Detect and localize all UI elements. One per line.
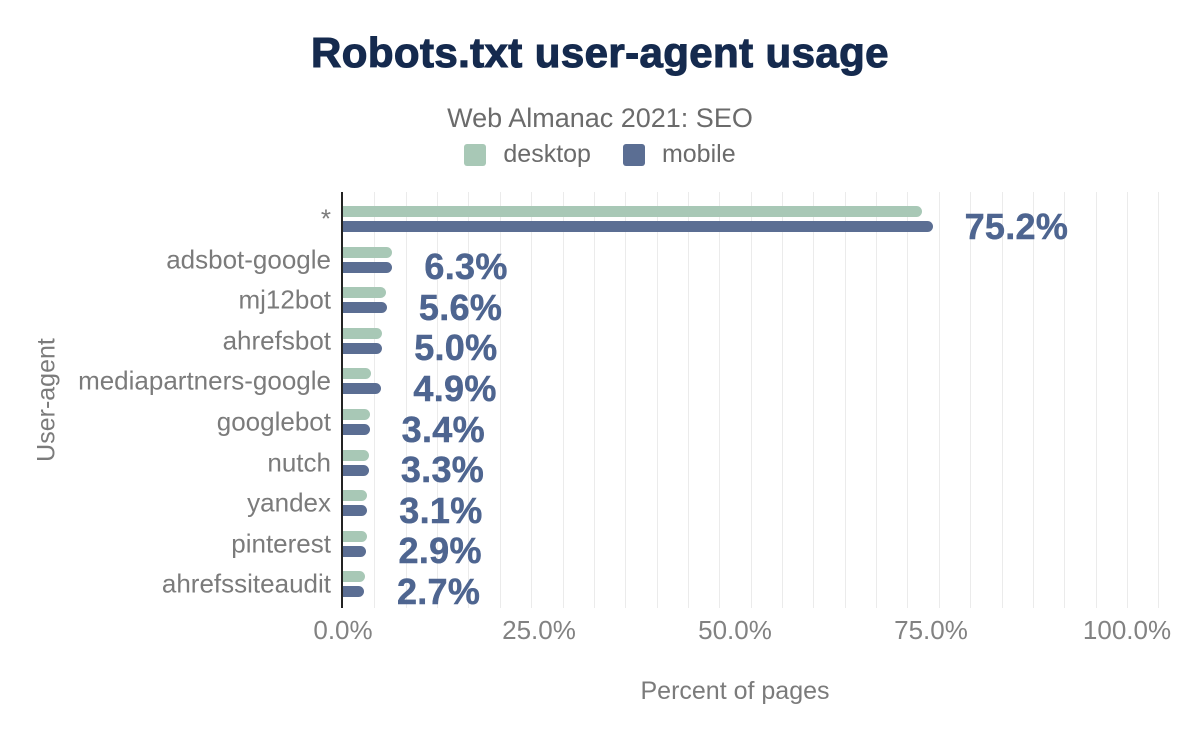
bar-mobile (343, 505, 368, 517)
y-axis-title: User-agent (32, 338, 61, 462)
bar-mobile (343, 221, 933, 232)
minor-gridline (656, 192, 658, 608)
minor-gridline (970, 192, 972, 608)
bar-desktop (343, 368, 372, 380)
bar-desktop (343, 530, 367, 542)
bar-mobile (343, 342, 383, 354)
minor-gridline (813, 192, 815, 608)
bar-mobile (343, 383, 382, 395)
minor-gridline (1001, 192, 1003, 608)
legend-label-mobile: mobile (661, 140, 736, 168)
category-label: pinterest (231, 528, 331, 559)
category-label: yandex (247, 487, 331, 518)
bar-mobile (343, 464, 369, 476)
minor-gridline (687, 192, 689, 608)
minor-gridline (625, 192, 627, 608)
bar-mobile (343, 424, 370, 435)
minor-gridline (405, 192, 407, 608)
desktop-swatch-icon (464, 143, 487, 166)
minor-gridline (374, 192, 376, 608)
minor-gridline (1158, 192, 1160, 608)
bar-desktop (343, 246, 392, 258)
category-label: nutch (267, 447, 331, 478)
chart-legend: desktop mobile (0, 140, 1200, 169)
value-label: 2.7% (396, 570, 481, 613)
y-axis-line (341, 192, 343, 608)
minor-gridline (1064, 192, 1066, 608)
x-axis-title: Percent of pages (640, 677, 830, 705)
x-tick-label: 25.0% (502, 615, 576, 645)
bar-desktop (343, 287, 387, 299)
category-label: googlebot (216, 406, 331, 437)
bar-desktop (343, 409, 370, 420)
value-label: 2.9% (398, 530, 482, 572)
category-label: ahrefsbot (222, 325, 331, 356)
bar-desktop (343, 327, 383, 339)
minor-gridline (1032, 192, 1034, 608)
bar-mobile (343, 545, 366, 557)
category-label: * (320, 203, 331, 234)
legend-label-desktop: desktop (503, 140, 591, 168)
minor-gridline (499, 192, 501, 608)
minor-gridline (531, 192, 533, 608)
minor-gridline (1095, 192, 1097, 608)
minor-gridline (938, 192, 940, 608)
minor-gridline (719, 192, 721, 608)
bar-desktop (343, 490, 368, 502)
value-label: 6.3% (424, 246, 508, 288)
value-label: 3.4% (401, 408, 485, 450)
minor-gridline (562, 192, 564, 608)
minor-gridline (1127, 192, 1128, 608)
minor-gridline (844, 192, 846, 608)
category-label: adsbot-google (166, 244, 331, 275)
x-tick-label: 0.0% (313, 615, 373, 645)
value-label: 5.0% (414, 327, 498, 369)
minor-gridline (907, 192, 909, 608)
value-label: 5.6% (418, 286, 503, 328)
minor-gridline (782, 192, 784, 608)
legend-item-mobile: mobile (622, 140, 736, 169)
legend-item-desktop: desktop (464, 140, 591, 169)
chart-title: Robots.txt user-agent usage (310, 28, 889, 76)
bar-mobile (343, 586, 365, 598)
minor-gridline (750, 192, 752, 608)
minor-gridline (468, 192, 470, 608)
bar-mobile (343, 302, 387, 314)
bar-desktop (343, 449, 369, 461)
x-tick-label: 50.0% (698, 615, 772, 645)
mobile-swatch-icon (622, 143, 645, 166)
bar-desktop (343, 206, 923, 217)
minor-gridline (593, 192, 595, 608)
value-label: 75.2% (964, 205, 1069, 247)
chart-subtitle: Web Almanac 2021: SEO (447, 103, 753, 133)
x-tick-label: 75.0% (894, 615, 968, 645)
category-label: ahrefssiteaudit (161, 568, 331, 599)
value-label: 3.1% (399, 489, 483, 531)
value-label: 4.9% (413, 367, 497, 410)
value-label: 3.3% (400, 449, 485, 491)
bar-mobile (343, 261, 393, 273)
x-tick-label: 100.0% (1082, 615, 1172, 645)
category-label: mediapartners-google (78, 365, 331, 396)
minor-gridline (876, 192, 878, 608)
minor-gridline (437, 192, 439, 608)
bar-desktop (343, 571, 365, 583)
category-label: mj12bot (238, 284, 332, 315)
